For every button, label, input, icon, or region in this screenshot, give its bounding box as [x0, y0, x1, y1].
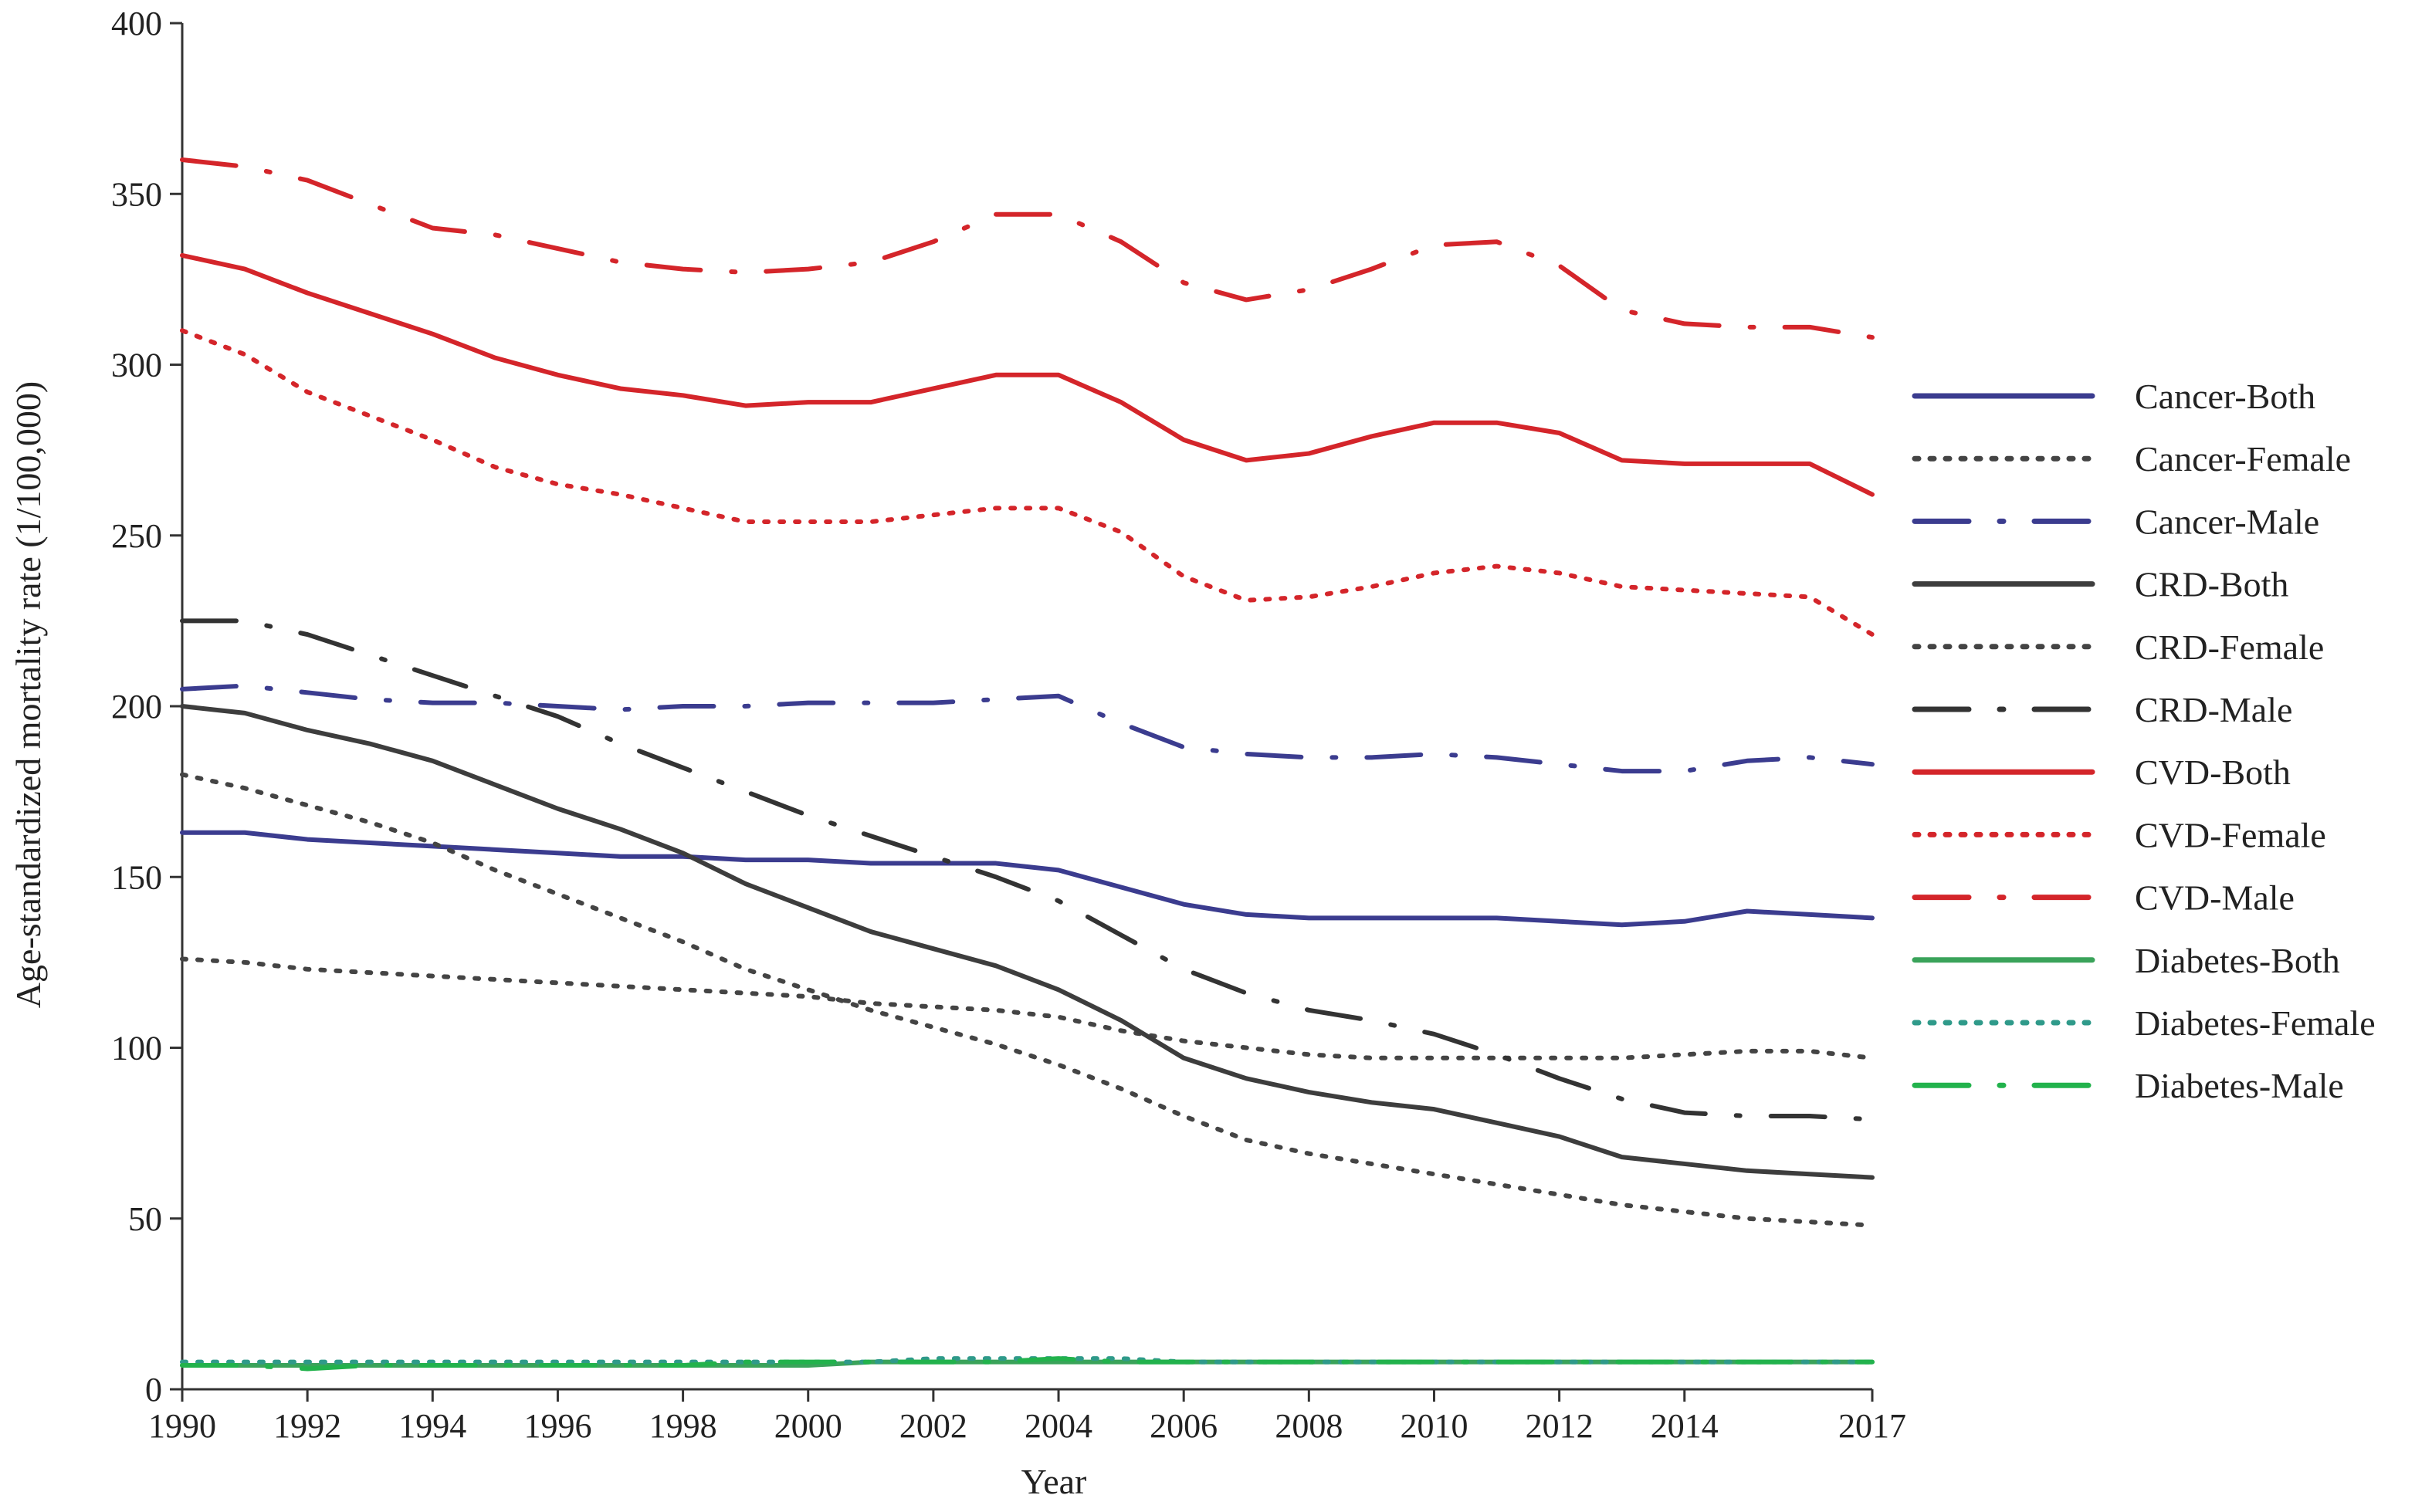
y-tick-label: 200	[111, 688, 162, 726]
series-line-crd-both	[180, 704, 1875, 1180]
legend-label: Diabetes-Male	[2135, 1066, 2344, 1105]
legend-label: CVD-Both	[2135, 753, 2291, 792]
x-axis-title: Year	[1021, 1462, 1087, 1501]
x-tick-label: 1990	[148, 1407, 216, 1445]
y-tick-label: 300	[111, 347, 162, 384]
y-tick-label: 250	[111, 517, 162, 555]
x-tick-label: 2017	[1838, 1407, 1906, 1445]
x-tick-label: 1992	[273, 1407, 341, 1445]
series-line-cvd-male	[180, 157, 1875, 340]
legend-label: Cancer-Both	[2135, 377, 2315, 416]
series-lines	[180, 157, 1875, 1372]
x-tick-label: 2012	[1526, 1407, 1594, 1445]
x-tick-label: 1994	[398, 1407, 466, 1445]
legend-label: Cancer-Female	[2135, 439, 2351, 479]
legend-label: Diabetes-Female	[2135, 1003, 2376, 1043]
series-line-cancer-both	[180, 830, 1875, 928]
y-tick-label: 0	[145, 1371, 162, 1409]
legend-label: Cancer-Male	[2135, 502, 2319, 541]
series-line-cancer-female	[180, 956, 1875, 1060]
y-tick-label: 350	[111, 175, 162, 213]
x-tick-label: 2008	[1275, 1407, 1343, 1445]
axes: 0 50 100 150 200 250 300 350 400 1990 1992 1994 1996…	[111, 5, 1906, 1445]
y-tick-label: 50	[128, 1200, 162, 1238]
series-line-crd-female	[180, 772, 1875, 1228]
x-tick-label: 2010	[1400, 1407, 1468, 1445]
x-tick-label: 1998	[649, 1407, 717, 1445]
legend-label: CVD-Male	[2135, 878, 2295, 918]
legend: Cancer-Both Cancer-Female Cancer-Male CRD-B…	[1912, 377, 2376, 1105]
legend-label: CRD-Male	[2135, 690, 2292, 729]
legend-label: CVD-Female	[2135, 815, 2326, 854]
y-axis-title: Age-standardized mortality rate (1/100,0…	[8, 381, 48, 1008]
series-line-cancer-male	[180, 683, 1875, 774]
x-tick-label: 2002	[899, 1407, 967, 1445]
legend-label: CRD-Both	[2135, 565, 2288, 604]
series-line-diabetes-male	[180, 1356, 1875, 1372]
series-line-cvd-female	[180, 328, 1875, 638]
legend-label: CRD-Female	[2135, 627, 2324, 667]
x-tick-label: 2006	[1150, 1407, 1218, 1445]
series-line-cvd-both	[180, 252, 1875, 497]
x-tick-label: 2004	[1025, 1407, 1092, 1445]
x-tick-label: 2014	[1651, 1407, 1719, 1445]
y-tick-label: 100	[111, 1030, 162, 1067]
x-tick-label: 2000	[774, 1407, 842, 1445]
legend-label: Diabetes-Both	[2135, 941, 2340, 980]
y-tick-label: 150	[111, 858, 162, 896]
series-line-crd-male	[180, 618, 1875, 1122]
x-tick-label: 1996	[523, 1407, 591, 1445]
y-tick-label: 400	[111, 5, 162, 42]
series-line-diabetes-female	[180, 1356, 1875, 1365]
